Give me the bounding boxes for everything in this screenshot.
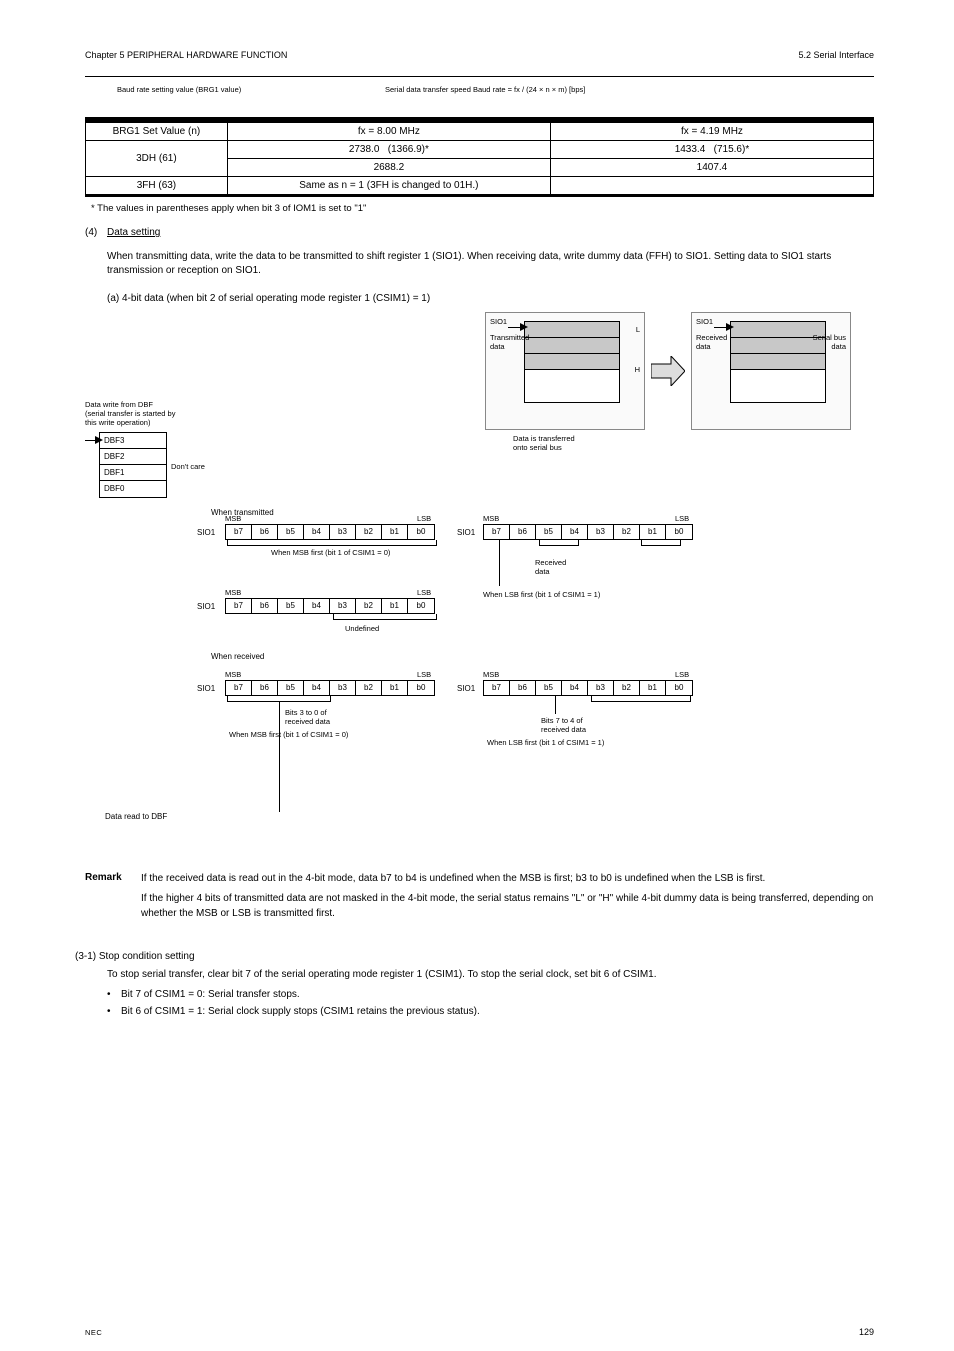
lbl-msb-first-1: When MSB first (bit 1 of CSIM1 = 0) bbox=[271, 548, 390, 557]
data-read-label: Data read to DBF bbox=[105, 812, 167, 822]
byte-row-3: b7 b6 b5 b4 b3 b2 b1 b0 bbox=[225, 680, 435, 696]
td-n-61: 3DH (61) bbox=[86, 141, 228, 177]
th-4mhz: fx = 4.19 MHz bbox=[550, 123, 873, 141]
chapter-left-text: Chapter 5 PERIPHERAL HARDWARE FUNCTION bbox=[85, 50, 287, 60]
td-4-2 bbox=[550, 177, 873, 196]
sio1-label-2: SIO1 bbox=[197, 602, 215, 612]
sec4-heading: (4) Data setting bbox=[85, 226, 874, 240]
bullet-2: •Bit 6 of CSIM1 = 1: Serial clock supply… bbox=[107, 1006, 874, 1017]
msb-3b: MSB bbox=[483, 670, 499, 679]
undef-1: Undefined bbox=[345, 624, 379, 633]
td-8-0a: 2738.0 (1366.9)* bbox=[227, 141, 550, 159]
msb-1b: MSB bbox=[483, 514, 499, 523]
diagram-area: SIO1 Transmitted data L H SIO1 Received … bbox=[85, 312, 874, 872]
lbl-lsb-first-3: When LSB first (bit 1 of CSIM1 = 1) bbox=[487, 738, 604, 747]
th-8mhz: fx = 8.00 MHz bbox=[227, 123, 550, 141]
sio1-label-3: SIO1 bbox=[197, 684, 215, 694]
remark-block: Remark If the received data is read out … bbox=[85, 872, 874, 922]
lsb-3: LSB bbox=[417, 670, 431, 679]
dbf-stack: DBF3 DBF2 DBF1 DBF0 bbox=[99, 432, 167, 498]
byte-row-3b: b7 b6 b5 b4 b3 b2 b1 b0 bbox=[483, 680, 693, 696]
msb-3: MSB bbox=[225, 670, 241, 679]
table-above-2: Serial data transfer speed Baud rate = f… bbox=[385, 85, 585, 94]
chapter-bar: Chapter 5 PERIPHERAL HARDWARE FUNCTION 5… bbox=[85, 50, 874, 68]
baud-rate-table: BRG1 Set Value (n) fx = 8.00 MHz fx = 4.… bbox=[85, 122, 874, 197]
bullet-1: •Bit 7 of CSIM1 = 0: Serial transfer sto… bbox=[107, 989, 874, 1000]
lsb-1b: LSB bbox=[675, 514, 689, 523]
lsb-3b: LSB bbox=[675, 670, 689, 679]
th-n: BRG1 Set Value (n) bbox=[86, 123, 228, 141]
when-recv-1: When received bbox=[211, 652, 264, 662]
td-8-0b: 2688.2 bbox=[227, 159, 550, 177]
sec4-intro: When transmitting data, write the data t… bbox=[107, 250, 874, 278]
sec4-note-a: (a) 4-bit data (when bit 2 of serial ope… bbox=[107, 292, 874, 306]
lbl-bits74: Bits 7 to 4 of received data bbox=[541, 716, 586, 734]
panel-right: SIO1 Received data Serial bus data bbox=[691, 312, 851, 430]
header-rule bbox=[85, 76, 874, 77]
lsb-1: LSB bbox=[417, 514, 431, 523]
td-4-0b: 1407.4 bbox=[550, 159, 873, 177]
sio1-label-3b: SIO1 bbox=[457, 684, 475, 694]
chapter-right-text: 5.2 Serial Interface bbox=[798, 50, 874, 60]
table-above-1: Baud rate setting value (BRG1 value) bbox=[117, 85, 241, 94]
company-mark: NEC bbox=[85, 1328, 102, 1337]
page-root: Chapter 5 PERIPHERAL HARDWARE FUNCTION 5… bbox=[0, 0, 954, 1057]
panel-caption: Data is transferred onto serial bus bbox=[513, 434, 575, 452]
panel-left: SIO1 Transmitted data L H bbox=[485, 312, 645, 430]
sec-3-1-body: To stop serial transfer, clear bit 7 of … bbox=[107, 968, 874, 983]
when-trans-1: When transmitted bbox=[211, 508, 274, 518]
dont-care-label: Don't care bbox=[171, 462, 205, 471]
td-8-2: Same as n = 1 (3FH is changed to 01H.) bbox=[227, 177, 550, 196]
td-n-63: 3FH (63) bbox=[86, 177, 228, 196]
sec-3-1-head: (3-1) Stop condition setting bbox=[75, 951, 874, 962]
lbl-lsb-first-1: When LSB first (bit 1 of CSIM1 = 1) bbox=[483, 590, 600, 599]
stack-caption: Data write from DBF (serial transfer is … bbox=[85, 400, 181, 427]
table-footnote: * The values in parentheses apply when b… bbox=[91, 203, 874, 214]
td-4-0a: 1433.4 (715.6)* bbox=[550, 141, 873, 159]
page-number: 129 bbox=[859, 1327, 874, 1337]
byte-row-1: b7 b6 b5 b4 b3 b2 b1 b0 bbox=[225, 524, 435, 540]
lbl-recv-1: Received data bbox=[535, 558, 566, 576]
msb-2: MSB bbox=[225, 588, 241, 597]
sio1-label-1: SIO1 bbox=[197, 528, 215, 538]
sio1-label-1b: SIO1 bbox=[457, 528, 475, 538]
lsb-2: LSB bbox=[417, 588, 431, 597]
byte-row-1b: b7 b6 b5 b4 b3 b2 b1 b0 bbox=[483, 524, 693, 540]
byte-row-2: b7 b6 b5 b4 b3 b2 b1 b0 bbox=[225, 598, 435, 614]
lbl-bits30-1: Bits 3 to 0 of received data bbox=[285, 708, 330, 726]
lbl-msb-first-3: When MSB first (bit 1 of CSIM1 = 0) bbox=[229, 730, 348, 739]
big-arrow-icon bbox=[651, 356, 685, 386]
